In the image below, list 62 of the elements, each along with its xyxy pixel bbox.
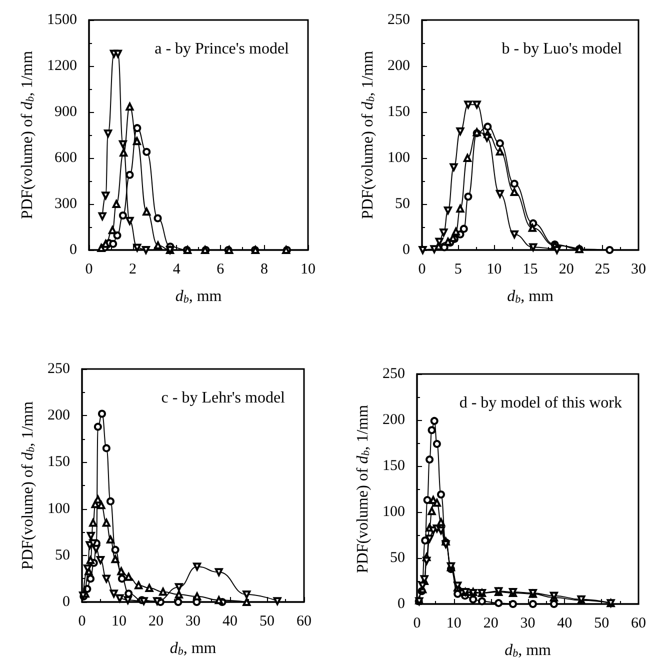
x-tick-label: 10 (446, 616, 462, 632)
y-axis-title: PDF(volume) of db, 1/mm (360, 50, 378, 220)
y-tick-label: 50 (390, 550, 405, 566)
y-tick-label: 50 (55, 547, 70, 564)
x-tick-label: 10 (486, 262, 502, 278)
x-tick-label: 6 (216, 262, 225, 278)
x-tick-label: 40 (222, 614, 238, 630)
y-tick-label: 0 (62, 594, 70, 610)
y-tick-label: 50 (395, 196, 410, 212)
y-tick-label: 100 (48, 500, 70, 517)
y-tick-label: 250 (388, 12, 410, 28)
x-tick-label: 20 (558, 262, 574, 278)
y-axis-title: PDF(volume) of db, 1/mm (354, 404, 372, 574)
y-tick-label: 200 (48, 408, 70, 424)
y-tick-label: 600 (54, 150, 77, 166)
x-tick-label: 20 (483, 616, 498, 632)
x-tick-label: 50 (260, 614, 274, 630)
x-tick-label: 30 (631, 262, 646, 278)
x-tick-label: 60 (631, 616, 646, 632)
y-tick-label: 250 (382, 366, 405, 382)
x-tick-label: 25 (594, 262, 610, 278)
y-tick-label: 250 (48, 361, 70, 377)
x-tick-label: 2 (129, 262, 137, 278)
text: c - by Lehr's model (161, 390, 286, 406)
text: b - by Luo's model (502, 40, 623, 58)
x-tick-label: 0 (413, 616, 421, 632)
x-tick-label: 10 (112, 614, 126, 630)
y-tick-label: 100 (388, 150, 410, 166)
x-tick-label: 0 (418, 262, 426, 278)
y-tick-label: 1500 (47, 12, 77, 28)
y-axis-title: PDF(volume) of db, 1/mm (19, 50, 37, 220)
x-axis-title: db, mm (170, 640, 217, 658)
y-tick-label: 0 (402, 242, 410, 258)
x-tick-label: 30 (520, 616, 536, 632)
x-tick-label: 10 (300, 262, 316, 278)
x-tick-label: 40 (557, 616, 572, 632)
y-tick-label: 150 (382, 458, 405, 474)
y-tick-label: 0 (70, 242, 77, 258)
text: a - by Prince's model (154, 40, 290, 58)
x-tick-label: 8 (260, 262, 268, 278)
x-axis-title: db, mm (175, 288, 222, 306)
y-tick-label: 200 (382, 412, 405, 428)
y-tick-label: 150 (388, 104, 410, 120)
x-tick-label: 4 (172, 262, 181, 278)
y-tick-label: 200 (388, 58, 410, 74)
x-tick-label: 20 (148, 614, 164, 630)
y-tick-label: 300 (54, 196, 77, 212)
x-tick-label: 5 (454, 262, 462, 278)
y-axis-title: PDF(volume) of db, 1/mm (20, 400, 38, 570)
y-tick-label: 1200 (47, 58, 77, 74)
x-axis-title: db, mm (504, 642, 552, 660)
y-tick-label: 900 (54, 104, 77, 120)
y-tick-label: 150 (48, 454, 70, 470)
x-tick-label: 0 (85, 262, 93, 278)
y-tick-label: 0 (398, 596, 405, 612)
x-tick-label: 60 (296, 614, 312, 630)
x-tick-label: 50 (594, 616, 610, 632)
y-tick-label: 100 (382, 504, 405, 520)
x-tick-label: 30 (186, 614, 200, 630)
text: d - by model of this work (459, 394, 622, 412)
x-tick-label: 15 (522, 262, 538, 278)
x-axis-title: db, mm (507, 288, 554, 306)
